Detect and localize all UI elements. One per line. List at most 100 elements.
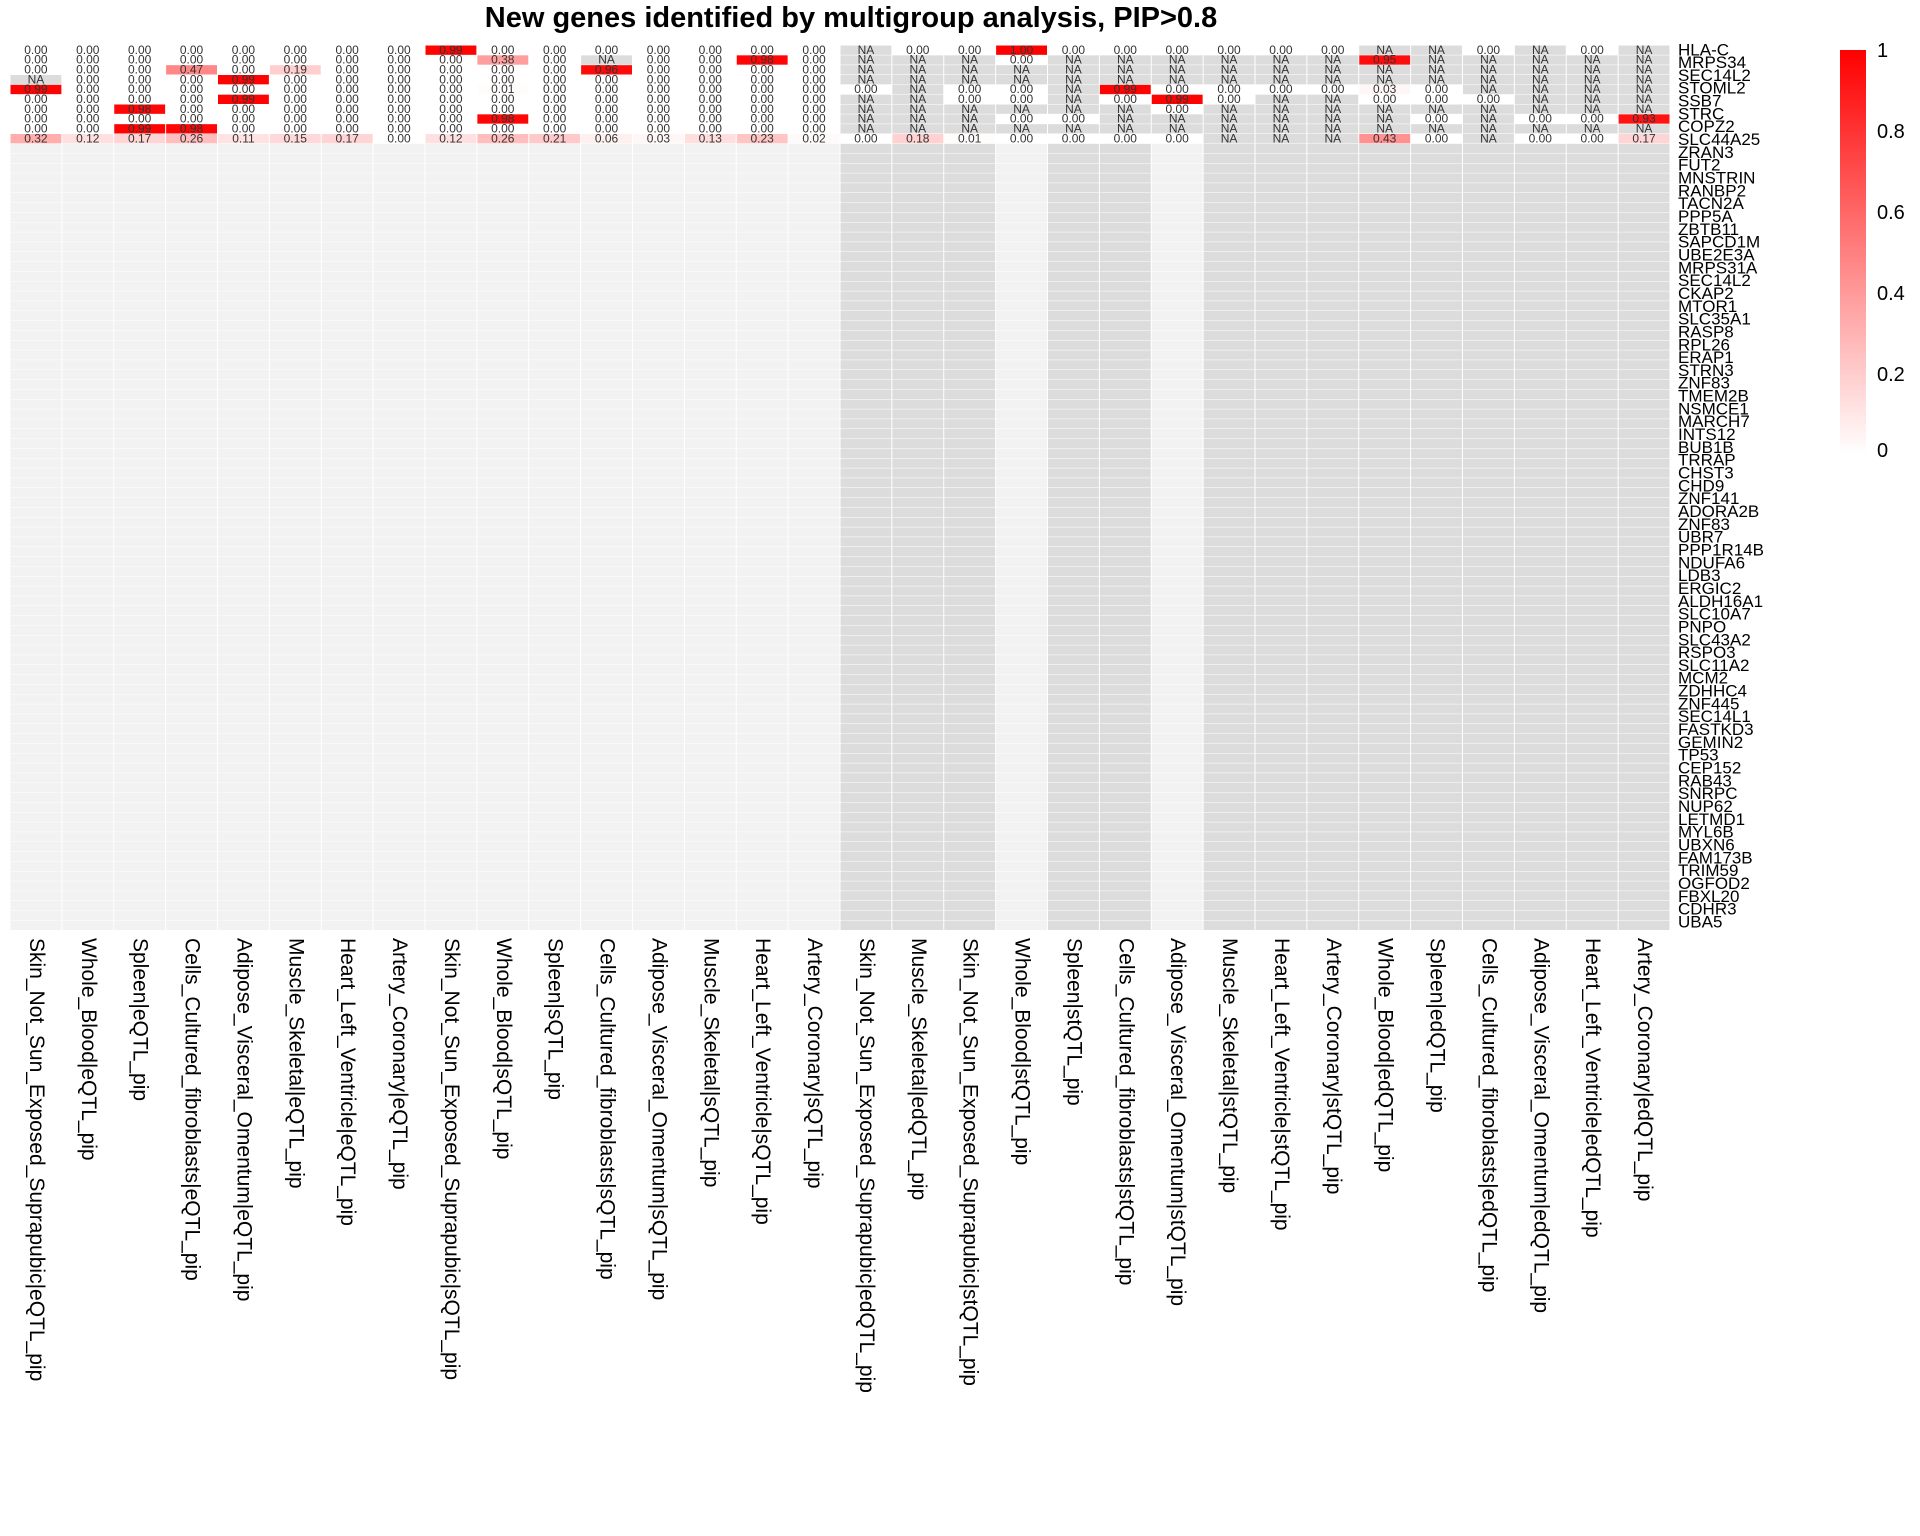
cell-value-label: NA	[1636, 72, 1653, 86]
heatmap-cell	[633, 65, 684, 75]
heatmap-cell	[736, 724, 788, 734]
heatmap-cell	[425, 65, 477, 75]
heatmap-cell	[62, 222, 114, 232]
heatmap-cell	[477, 832, 529, 842]
heatmap-cell	[633, 232, 684, 242]
heatmap-cell	[788, 134, 840, 144]
heatmap-cell	[788, 842, 840, 852]
heatmap-cell	[788, 340, 840, 350]
heatmap-cell	[373, 910, 425, 921]
heatmap-cell	[477, 527, 529, 537]
heatmap-cell	[1255, 419, 1307, 429]
heatmap-cell	[736, 330, 788, 340]
heatmap-cell	[1411, 910, 1462, 921]
heatmap-cell	[1411, 507, 1462, 517]
heatmap-cell	[788, 920, 840, 930]
heatmap-cell	[1151, 704, 1203, 714]
heatmap-cell	[736, 910, 788, 921]
heatmap-cell	[269, 497, 321, 508]
heatmap-cell	[269, 478, 321, 488]
heatmap-cell	[529, 458, 581, 468]
cell-value-label: 0.00	[1062, 131, 1086, 145]
heatmap-cell	[633, 704, 684, 714]
cell-value-label: 0.99	[232, 92, 256, 106]
heatmap-cell	[1411, 350, 1462, 360]
cell-value-label: 0.00	[387, 131, 411, 145]
heatmap-cell	[10, 271, 62, 281]
heatmap-cell	[321, 645, 373, 655]
heatmap-cell	[1099, 665, 1151, 675]
heatmap-cell	[1203, 291, 1255, 301]
heatmap-cell	[1307, 389, 1359, 399]
heatmap-cell	[373, 65, 425, 75]
heatmap-cell	[425, 910, 477, 921]
heatmap-cell	[1411, 311, 1462, 321]
row-label: CHD9	[1678, 476, 1724, 495]
heatmap-cell	[1255, 163, 1307, 173]
heatmap-cell	[1099, 743, 1151, 753]
heatmap-cell	[736, 645, 788, 655]
heatmap-cell	[1463, 350, 1514, 360]
heatmap-cell	[1307, 124, 1359, 134]
heatmap-cell	[114, 861, 166, 871]
heatmap-cell	[684, 625, 736, 635]
heatmap-cell	[788, 704, 840, 714]
heatmap-cell	[736, 124, 788, 134]
heatmap-cell	[1411, 586, 1462, 596]
heatmap-cell	[269, 330, 321, 340]
heatmap-cell	[321, 281, 373, 291]
heatmap-cell	[218, 153, 269, 163]
heatmap-cell	[1618, 763, 1670, 773]
heatmap-cell	[944, 832, 996, 842]
heatmap-cell	[477, 419, 529, 429]
heatmap-cell	[1411, 202, 1462, 213]
heatmap-cell	[996, 812, 1047, 822]
heatmap-cell	[1151, 438, 1203, 449]
heatmap-cell	[1255, 724, 1307, 734]
heatmap-cell	[684, 832, 736, 842]
heatmap-cell	[1099, 674, 1151, 685]
heatmap-cell	[840, 429, 892, 439]
heatmap-cell	[269, 714, 321, 724]
cell-value-label: NA	[1584, 53, 1601, 67]
legend-tick-label: 1	[1877, 40, 1889, 62]
row-label: MNSTRIN	[1678, 169, 1755, 188]
heatmap-cell	[1203, 65, 1255, 75]
heatmap-cell	[1255, 94, 1307, 104]
cell-value-label: 0.00	[439, 122, 463, 136]
heatmap-cell	[10, 252, 62, 262]
heatmap-cell	[996, 114, 1047, 124]
heatmap-cell	[1048, 920, 1099, 930]
heatmap-cell	[1463, 55, 1514, 65]
heatmap-cell	[373, 625, 425, 635]
row-label: TRIM59	[1678, 861, 1738, 880]
heatmap-cell	[1255, 291, 1307, 301]
heatmap-cell	[996, 586, 1047, 596]
heatmap-cell	[10, 665, 62, 675]
heatmap-cell	[1151, 576, 1203, 586]
heatmap-cell	[736, 596, 788, 606]
heatmap-cell	[1566, 714, 1618, 724]
heatmap-cell	[218, 861, 269, 871]
heatmap-cell	[840, 891, 892, 901]
heatmap-cell	[581, 389, 632, 399]
heatmap-cell	[1151, 55, 1203, 65]
heatmap-cell	[1566, 379, 1618, 390]
heatmap-cell	[1255, 468, 1307, 478]
heatmap-cell	[1411, 163, 1462, 173]
heatmap-cell	[1566, 212, 1618, 222]
heatmap-cell	[477, 586, 529, 596]
heatmap-cell	[633, 340, 684, 350]
heatmap-cell	[1463, 606, 1514, 616]
heatmap-cell	[425, 537, 477, 547]
heatmap-cell	[1463, 743, 1514, 753]
heatmap-cell	[269, 84, 321, 95]
heatmap-cell	[1411, 330, 1462, 340]
heatmap-cell	[114, 596, 166, 606]
heatmap-cell	[892, 419, 944, 429]
heatmap-cell	[1463, 851, 1514, 862]
heatmap-cell	[892, 537, 944, 547]
heatmap-cell	[114, 409, 166, 419]
heatmap-cell	[425, 350, 477, 360]
heatmap-cell	[633, 55, 684, 65]
